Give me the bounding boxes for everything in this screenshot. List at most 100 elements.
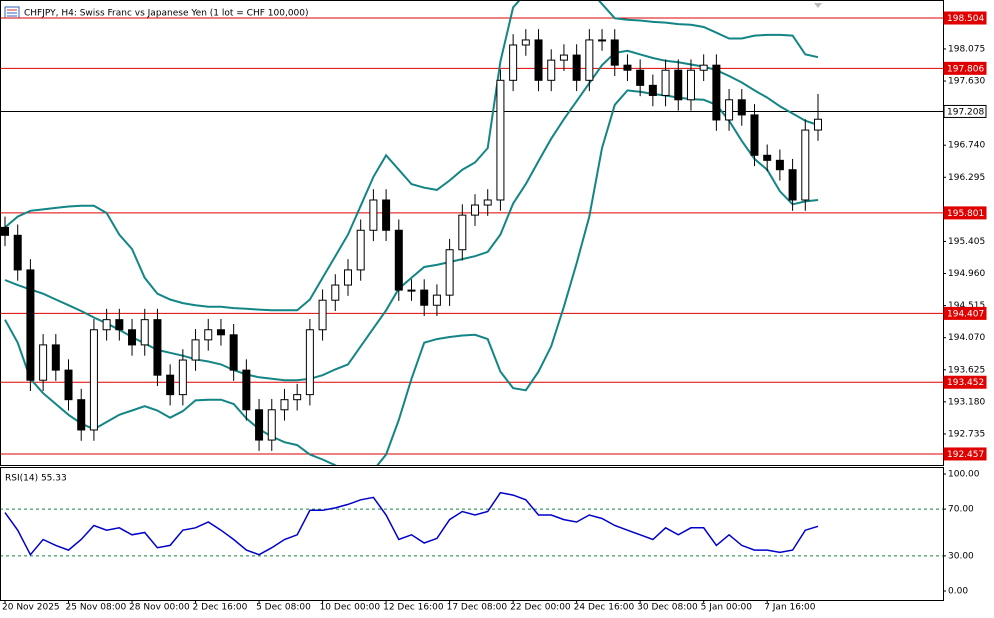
candle-body (483, 199, 492, 206)
candle-body (166, 374, 175, 396)
y-tick-label: 192.735 (948, 429, 985, 439)
x-tick-label: 22 Dec 00:00 (510, 603, 571, 613)
x-tick-label: 7 Jan 16:00 (764, 603, 816, 613)
candle-body (598, 39, 607, 42)
candle-body (293, 394, 302, 401)
candle-body (737, 99, 746, 116)
rsi-tick-label: 100.00 (948, 470, 980, 480)
x-tick-label: 24 Dec 16:00 (574, 603, 635, 613)
candle-body (343, 269, 352, 286)
candle-body (521, 39, 530, 46)
x-tick-label: 12 Dec 16:00 (383, 603, 444, 613)
x-tick-label: 25 Nov 08:00 (66, 603, 127, 613)
candle-body (610, 39, 619, 66)
candle-body (77, 399, 86, 431)
main-panel (0, 0, 944, 466)
candle-body (267, 409, 276, 441)
rsi-panel (0, 467, 944, 601)
candle-body (1, 226, 9, 236)
candle-body (699, 64, 708, 71)
candle-body (369, 199, 378, 231)
level-label-box (943, 61, 987, 75)
level-label: 192.457 (947, 450, 984, 460)
candle-body (178, 359, 187, 396)
candle-body (204, 329, 213, 341)
x-tick-label: 20 Nov 2025 (2, 603, 60, 613)
candle-body (280, 399, 289, 411)
candle-body (191, 339, 200, 361)
y-tick-label: 193.625 (948, 365, 985, 375)
level-label: 198.504 (947, 14, 984, 24)
candle-body (712, 64, 721, 121)
candle-body (674, 69, 683, 101)
x-tick-label: 5 Jan 00:00 (701, 603, 753, 613)
candle-body (648, 84, 657, 96)
rsi-tick-label: 0.00 (948, 586, 968, 596)
level-label-box (943, 447, 987, 461)
x-tick-label: 28 Nov 00:00 (129, 603, 190, 613)
rsi-plot (1, 491, 943, 557)
level-label: 193.452 (947, 378, 984, 388)
candle-body (331, 284, 340, 301)
candle-body (394, 229, 403, 291)
level-label-box (943, 306, 987, 320)
price-plot (1, 1, 943, 465)
candle-body (661, 69, 670, 96)
candle-body (572, 54, 581, 81)
candle-body (585, 39, 594, 81)
candle-body (356, 229, 365, 271)
level-label-box (943, 206, 987, 220)
candle-body (623, 64, 632, 71)
candle-body (496, 79, 505, 201)
level-label-box (943, 11, 987, 25)
candle-body (140, 319, 149, 346)
candle-body (471, 204, 480, 216)
candle-body (153, 319, 162, 376)
level-label: 194.407 (947, 309, 984, 319)
candle-body (305, 329, 314, 396)
candle-body (216, 329, 225, 336)
candle-body (13, 234, 22, 271)
y-tick-label: 198.075 (948, 44, 985, 54)
candle-body (407, 289, 416, 292)
candle-body (445, 249, 454, 296)
rsi-label: RSI(14) 55.33 (5, 474, 67, 484)
candle-body (801, 129, 810, 201)
y-tick-label: 194.515 (948, 301, 985, 311)
bollinger-band (4, 49, 819, 382)
candle-body (382, 199, 391, 231)
y-tick-label: 194.070 (948, 333, 985, 343)
y-tick-label: 196.295 (948, 173, 985, 183)
y-tick-label: 194.960 (948, 269, 985, 279)
y-tick-label: 196.740 (948, 141, 985, 151)
x-tick-label: 10 Dec 00:00 (320, 603, 381, 613)
candle-body (89, 329, 98, 431)
x-tick-label: 5 Dec 08:00 (256, 603, 311, 613)
level-label: 197.806 (947, 64, 984, 74)
level-label: 197.208 (947, 107, 984, 117)
candle-body (128, 329, 137, 346)
candle-body (255, 409, 264, 441)
candle-body (51, 344, 60, 371)
level-label: 195.801 (947, 209, 984, 219)
x-tick-label: 30 Dec 08:00 (637, 603, 698, 613)
candle-body (636, 69, 645, 86)
candle-body (763, 154, 772, 161)
bollinger-band (4, 1, 819, 312)
level-label-box (943, 104, 987, 118)
candle-body (26, 269, 35, 381)
rsi-line (4, 491, 819, 557)
candle-body (559, 54, 568, 61)
y-tick-label: 195.405 (948, 237, 985, 247)
candle-body (725, 99, 734, 121)
level-label-box (943, 375, 987, 389)
x-tick-label: 17 Dec 08:00 (447, 603, 508, 613)
x-tick-label: 2 Dec 16:00 (193, 603, 248, 613)
candle-body (102, 319, 111, 331)
y-tick-label: 193.180 (948, 397, 985, 407)
candle-body (432, 294, 441, 306)
candle-body (458, 214, 467, 251)
candle-body (686, 69, 695, 101)
symbol-icon (4, 6, 20, 19)
